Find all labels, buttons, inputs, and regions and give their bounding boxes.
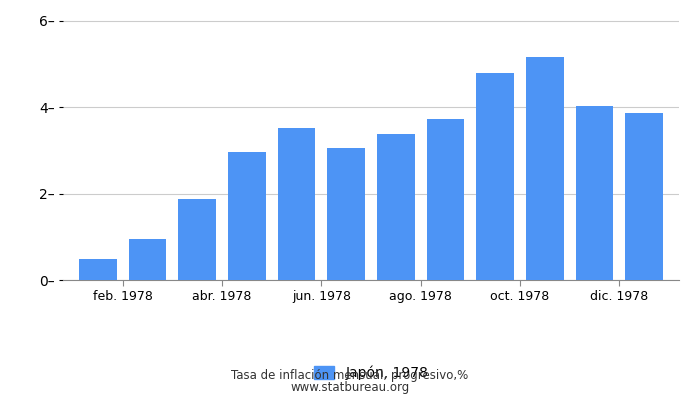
Bar [278, 128, 316, 280]
Bar [328, 148, 365, 280]
Bar [178, 199, 216, 280]
Bar [129, 239, 167, 280]
Bar [228, 152, 266, 280]
Bar [625, 113, 663, 280]
Text: www.statbureau.org: www.statbureau.org [290, 382, 410, 394]
Legend: Japón, 1978: Japón, 1978 [308, 360, 434, 386]
Bar [377, 134, 414, 280]
Text: Tasa de inflación mensual, progresivo,%: Tasa de inflación mensual, progresivo,% [232, 370, 468, 382]
Bar [426, 119, 464, 280]
Bar [575, 106, 613, 280]
Bar [79, 259, 117, 280]
Bar [526, 57, 564, 280]
Bar [476, 73, 514, 280]
